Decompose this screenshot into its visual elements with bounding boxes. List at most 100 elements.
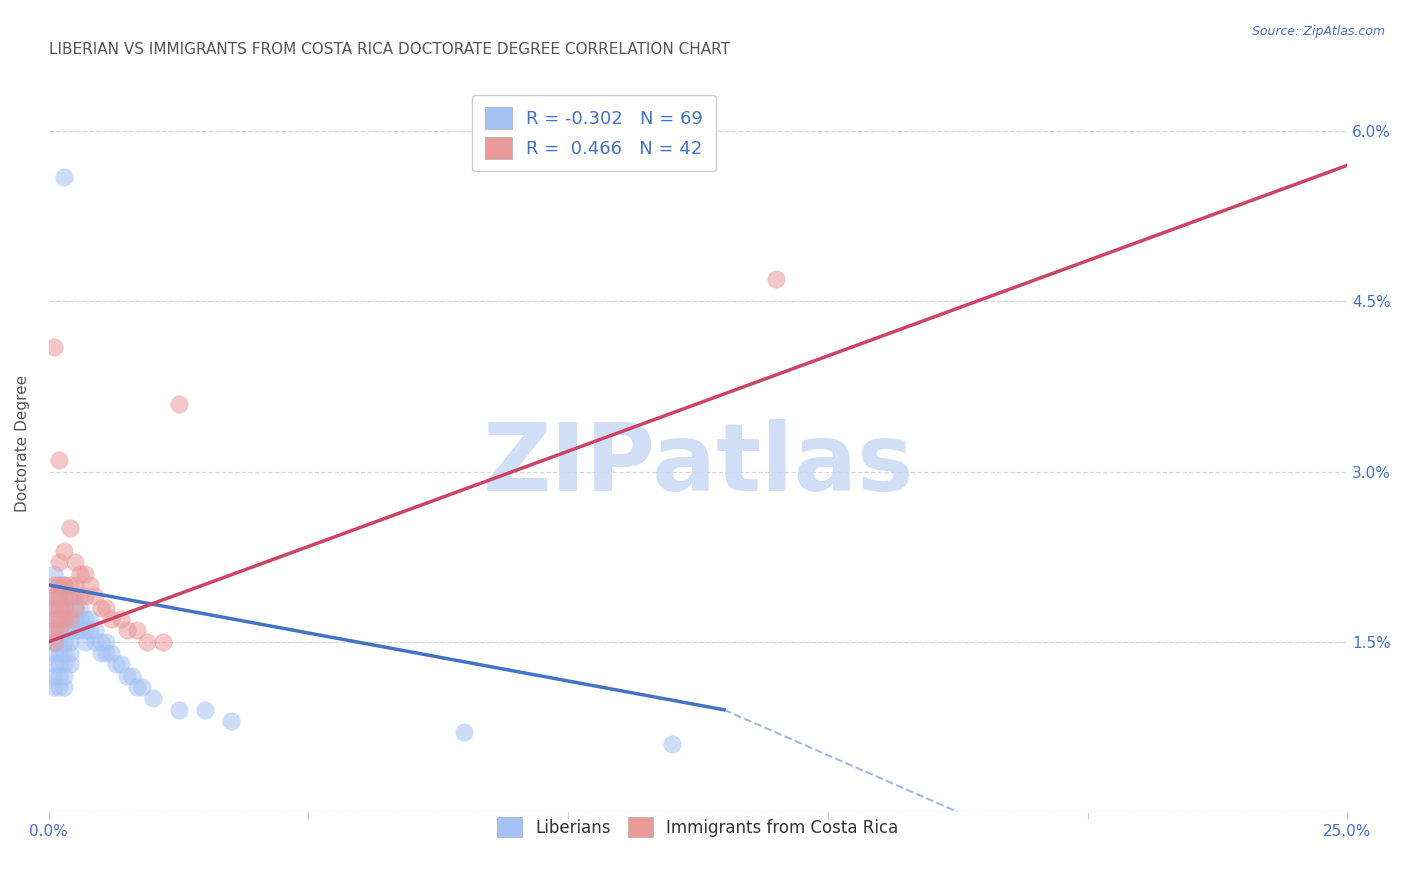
Point <box>53 600 76 615</box>
Point <box>42 624 65 638</box>
Point <box>63 612 86 626</box>
Point <box>69 590 91 604</box>
Point <box>48 634 70 648</box>
Point <box>42 634 65 648</box>
Point <box>42 566 65 581</box>
Point <box>48 646 70 660</box>
Point <box>75 624 97 638</box>
Point <box>193 703 215 717</box>
Point <box>63 624 86 638</box>
Point <box>63 600 86 615</box>
Point <box>100 612 122 626</box>
Point <box>58 612 80 626</box>
Point <box>125 624 148 638</box>
Point <box>42 590 65 604</box>
Point <box>53 169 76 184</box>
Point <box>94 634 117 648</box>
Point <box>42 646 65 660</box>
Point <box>142 691 165 706</box>
Point <box>58 600 80 615</box>
Point <box>53 669 76 683</box>
Point <box>48 578 70 592</box>
Point <box>84 634 107 648</box>
Point <box>53 600 76 615</box>
Point <box>48 612 70 626</box>
Point <box>48 600 70 615</box>
Point <box>100 646 122 660</box>
Point <box>58 590 80 604</box>
Point <box>453 725 475 739</box>
Point <box>53 612 76 626</box>
Point <box>42 590 65 604</box>
Point <box>53 680 76 694</box>
Point <box>94 646 117 660</box>
Point <box>53 578 76 592</box>
Point <box>75 634 97 648</box>
Point <box>84 590 107 604</box>
Point <box>219 714 242 728</box>
Point <box>53 590 76 604</box>
Point <box>765 272 787 286</box>
Point <box>110 612 132 626</box>
Point <box>79 624 101 638</box>
Point <box>48 624 70 638</box>
Text: Source: ZipAtlas.com: Source: ZipAtlas.com <box>1251 25 1385 38</box>
Point <box>115 669 138 683</box>
Point <box>53 544 76 558</box>
Text: ZIPatlas: ZIPatlas <box>482 419 914 511</box>
Point <box>42 634 65 648</box>
Point <box>53 624 76 638</box>
Point <box>79 578 101 592</box>
Point <box>152 634 174 648</box>
Point <box>48 612 70 626</box>
Point <box>42 578 65 592</box>
Point <box>167 396 190 410</box>
Point <box>42 669 65 683</box>
Point <box>42 600 65 615</box>
Point <box>69 624 91 638</box>
Point <box>58 578 80 592</box>
Point <box>75 566 97 581</box>
Point <box>90 646 112 660</box>
Point <box>53 646 76 660</box>
Point <box>90 600 112 615</box>
Point <box>42 612 65 626</box>
Point <box>110 657 132 672</box>
Point <box>58 646 80 660</box>
Point <box>48 555 70 569</box>
Point <box>94 600 117 615</box>
Point <box>58 634 80 648</box>
Point <box>63 555 86 569</box>
Point <box>63 600 86 615</box>
Point <box>136 634 159 648</box>
Point <box>48 680 70 694</box>
Point <box>69 566 91 581</box>
Point <box>79 612 101 626</box>
Point <box>48 624 70 638</box>
Point <box>53 634 76 648</box>
Point <box>69 600 91 615</box>
Point <box>48 657 70 672</box>
Point <box>167 703 190 717</box>
Point <box>90 634 112 648</box>
Point <box>53 590 76 604</box>
Y-axis label: Doctorate Degree: Doctorate Degree <box>15 375 30 512</box>
Point <box>105 657 128 672</box>
Point <box>58 624 80 638</box>
Point <box>121 669 143 683</box>
Point <box>42 612 65 626</box>
Point <box>63 578 86 592</box>
Point <box>58 657 80 672</box>
Point <box>42 657 65 672</box>
Point <box>42 680 65 694</box>
Point <box>48 578 70 592</box>
Point <box>42 624 65 638</box>
Point <box>661 737 683 751</box>
Point <box>58 612 80 626</box>
Point <box>63 590 86 604</box>
Point <box>75 590 97 604</box>
Point <box>48 590 70 604</box>
Point <box>125 680 148 694</box>
Text: LIBERIAN VS IMMIGRANTS FROM COSTA RICA DOCTORATE DEGREE CORRELATION CHART: LIBERIAN VS IMMIGRANTS FROM COSTA RICA D… <box>49 42 730 57</box>
Point <box>53 578 76 592</box>
